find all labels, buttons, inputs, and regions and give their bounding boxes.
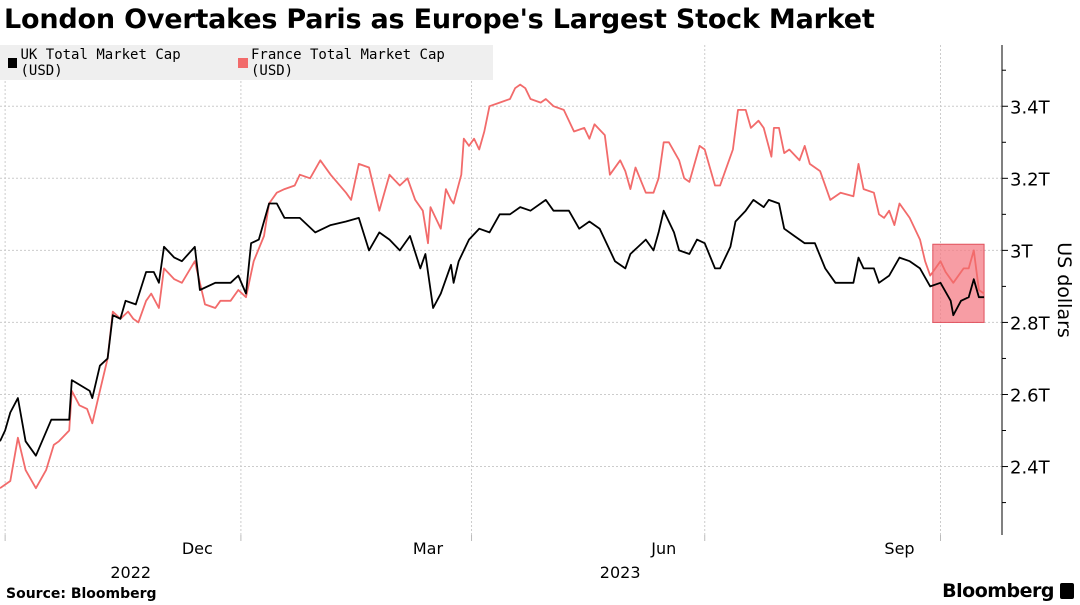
brand-name: Bloomberg [942,580,1054,602]
legend-swatch-france [238,57,248,68]
y-tick-label: 3.4T [1010,97,1051,118]
series-lines [0,83,985,490]
x-tick-label: Mar [413,539,444,558]
x-year-label: 2023 [600,563,641,582]
x-tick-label: Jun [650,539,676,558]
y-axis: 2.4T 2.6T 2.8T 3T 3.2T 3.4T [1001,45,1051,535]
legend-label-uk: UK Total Market Cap (USD) [20,46,181,79]
legend-item-france: France Total Market Cap (USD) [238,47,483,79]
x-tick-label: Sep [884,539,914,558]
y-tick-label: 2.8T [1010,313,1051,334]
bloomberg-logo: Bloomberg [942,580,1074,602]
source-note: Source: Bloomberg [6,586,157,602]
x-axis: Dec Mar Jun Sep 2022 2023 [4,535,941,582]
y-tick-label: 2.6T [1010,385,1051,406]
y-axis-label: US dollars [1053,242,1075,338]
legend-swatch-uk [8,57,18,68]
y-tick-label: 2.4T [1010,458,1051,479]
legend-label-france: France Total Market Cap (USD) [250,46,445,79]
x-tick-label: Dec [182,539,213,558]
series-line-france [0,83,985,490]
series-line-uk [0,199,985,457]
x-year-label: 2022 [110,563,151,582]
legend-item-uk: UK Total Market Cap (USD) [8,47,220,79]
bloomberg-terminal-icon [1060,583,1074,599]
y-tick-label: 3T [1010,241,1033,262]
y-tick-label: 3.2T [1010,169,1051,190]
chart-title: London Overtakes Paris as Europe's Large… [4,4,875,35]
legend: UK Total Market Cap (USD) France Total M… [0,45,493,80]
gridlines [0,45,1002,535]
